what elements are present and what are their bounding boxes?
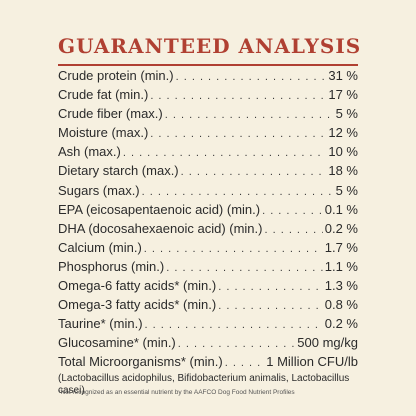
analysis-row: Phosphorus (min.) 1.1 % <box>58 257 358 276</box>
dot-leader <box>218 278 323 297</box>
dot-leader <box>165 106 334 125</box>
analysis-row: Omega-3 fatty acids* (min.) 0.8 % <box>58 295 358 314</box>
analysis-row: Taurine* (min.) 0.2 % <box>58 314 358 333</box>
footnote: *Not recognized as an essential nutrient… <box>58 389 295 396</box>
nutrient-value: 0.2 % <box>324 316 358 332</box>
nutrient-value: 0.2 % <box>324 220 358 236</box>
nutrient-value: 17 % <box>328 87 358 103</box>
nutrient-label: Dietary starch (max.) <box>58 163 179 179</box>
nutrient-label: Crude fat (min.) <box>58 87 149 103</box>
analysis-row: EPA (eicosapentaenoic acid) (min.) 0.1 % <box>58 200 358 219</box>
nutrient-value: 31 % <box>328 68 358 83</box>
title-divider <box>58 64 358 66</box>
analysis-row: Glucosamine* (min.) 500 mg/kg <box>58 333 358 352</box>
nutrient-label: Omega-6 fatty acids* (min.) <box>58 278 217 294</box>
nutrient-value: 1 Million CFU/lb <box>266 354 358 370</box>
nutrient-value: 0.1 % <box>324 201 358 217</box>
analysis-row: Omega-6 fatty acids* (min.) 1.3 % <box>58 276 358 295</box>
nutrient-label: Sugars (max.) <box>58 182 140 198</box>
nutrient-value: 1.7 % <box>324 239 358 255</box>
analysis-row: DHA (docosahexaenoic acid) (min.) 0.2 % <box>58 219 358 238</box>
analysis-row: Total Microorganisms* (min.) 1 Million C… <box>58 352 358 371</box>
analysis-row: Crude fiber (max.) 5 % <box>58 104 358 123</box>
nutrient-label: Crude fiber (max.) <box>58 106 163 122</box>
dot-leader <box>225 354 265 373</box>
nutrient-label: EPA (eicosapentaenoic acid) (min.) <box>58 201 261 217</box>
dot-leader <box>176 68 327 87</box>
nutrient-value: 12 % <box>328 125 358 141</box>
analysis-row: Crude fat (min.) 17 % <box>58 85 358 104</box>
nutrient-value: 18 % <box>328 163 358 179</box>
nutrient-label: Calcium (min.) <box>58 239 142 255</box>
analysis-row: Crude protein (min.) 31 % <box>58 66 358 85</box>
nutrient-label: Taurine* (min.) <box>58 316 143 332</box>
nutrient-label: Ash (max.) <box>58 144 121 160</box>
nutrient-label: Crude protein (min.) <box>58 68 174 83</box>
nutrient-value: 5 % <box>335 106 358 122</box>
nutrient-value: 10 % <box>328 144 358 160</box>
dot-leader <box>150 87 326 106</box>
dot-leader <box>262 202 323 221</box>
nutrient-label: Total Microorganisms* (min.) <box>58 354 223 370</box>
analysis-table: Crude protein (min.) 31 % Crude fat (min… <box>58 66 358 397</box>
nutrient-label: DHA (docosahexaenoic acid) (min.) <box>58 220 263 236</box>
nutrient-value: 0.8 % <box>324 297 358 313</box>
dot-leader <box>150 125 326 144</box>
nutrient-value: 1.3 % <box>324 278 358 294</box>
analysis-row: Ash (max.) 10 % <box>58 142 358 161</box>
nutrient-value: 5 % <box>335 182 358 198</box>
dot-leader <box>181 163 327 182</box>
analysis-row: Moisture (max.) 12 % <box>58 123 358 142</box>
microorganisms-note: (Lactobacillus acidophilus, Bifidobacter… <box>58 372 350 396</box>
analysis-row: Sugars (max.) 5 % <box>58 181 358 200</box>
nutrient-label: Moisture (max.) <box>58 125 149 141</box>
nutrient-value: 1.1 % <box>324 258 358 274</box>
nutrient-label: Phosphorus (min.) <box>58 258 165 274</box>
dot-leader <box>144 240 323 259</box>
nutrient-value: 500 mg/kg <box>297 335 358 351</box>
dot-leader <box>264 221 322 240</box>
page-title: GUARANTEED ANALYSIS <box>58 34 362 58</box>
nutrient-label: Omega-3 fatty acids* (min.) <box>58 297 217 313</box>
nutrient-label: Glucosamine* (min.) <box>58 335 176 351</box>
analysis-row: Dietary starch (max.) 18 % <box>58 161 358 180</box>
dot-leader <box>218 297 323 316</box>
analysis-row: Calcium (min.) 1.7 % <box>58 238 358 257</box>
